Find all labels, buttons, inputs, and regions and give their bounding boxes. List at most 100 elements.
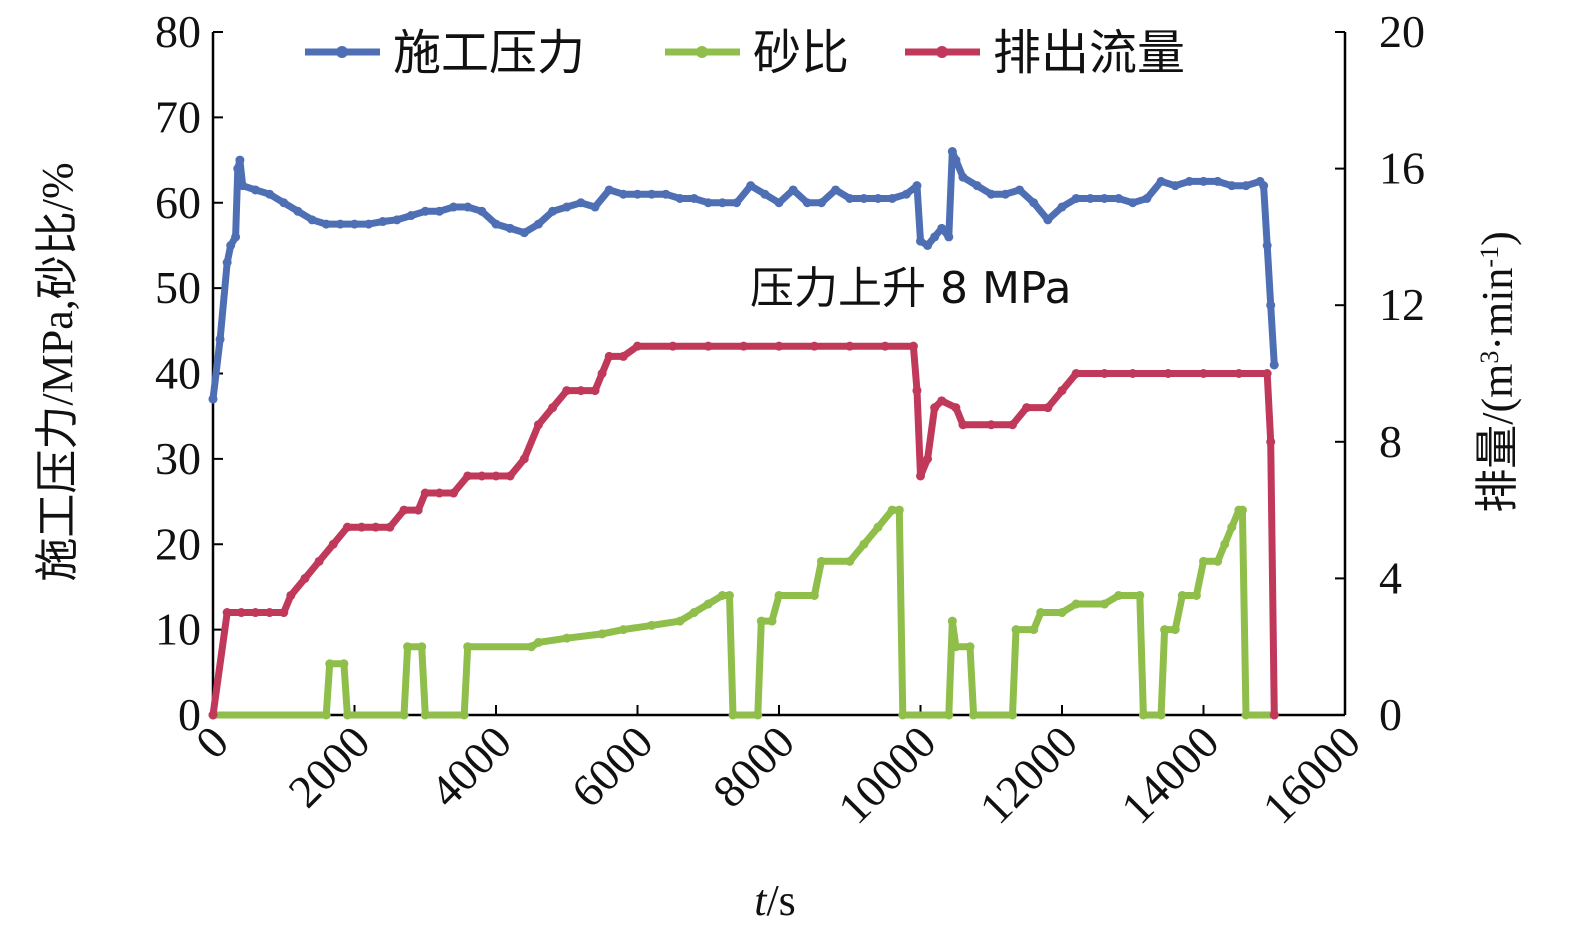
- y-left-tick-label: 60: [155, 177, 201, 228]
- data-point: [1114, 590, 1124, 600]
- data-point: [342, 710, 352, 720]
- data-point: [385, 522, 395, 532]
- data-point: [350, 219, 359, 229]
- x-tick-label: 0: [186, 716, 238, 768]
- legend-swatch-marker: [696, 46, 708, 58]
- data-point: [739, 341, 749, 351]
- data-point: [1029, 198, 1039, 208]
- data-point: [1007, 420, 1017, 430]
- data-point: [1266, 300, 1276, 310]
- data-point: [1170, 625, 1180, 635]
- data-point: [1241, 710, 1251, 720]
- data-point: [339, 659, 349, 669]
- data-point: [533, 420, 543, 430]
- data-point: [887, 193, 897, 203]
- data-point: [930, 232, 940, 242]
- data-point: [357, 522, 367, 532]
- annotation-text: 压力上升 8 MPa: [750, 263, 1071, 314]
- data-point: [505, 471, 515, 481]
- data-point: [1057, 608, 1067, 618]
- data-point: [916, 471, 925, 481]
- data-point: [533, 219, 543, 229]
- data-point: [1170, 181, 1180, 191]
- data-point: [406, 211, 416, 221]
- data-point: [703, 599, 713, 609]
- data-point: [604, 185, 614, 195]
- data-point: [434, 206, 444, 216]
- data-point: [226, 240, 236, 250]
- y-left-tick-label: 30: [155, 433, 201, 484]
- data-point: [912, 386, 922, 396]
- data-point: [947, 147, 957, 157]
- data-point: [342, 522, 352, 532]
- x-tick-label: 6000: [561, 716, 662, 817]
- x-tick-label: 16000: [1253, 716, 1370, 833]
- data-point: [562, 633, 572, 643]
- y-left-tick-label: 40: [155, 348, 201, 399]
- data-point: [816, 556, 826, 566]
- data-point: [661, 189, 671, 199]
- y-right-title-a: 排量/(m: [1473, 364, 1522, 513]
- data-point: [420, 206, 430, 216]
- data-point: [1099, 369, 1109, 378]
- data-point: [231, 232, 241, 242]
- data-point: [1227, 522, 1237, 532]
- data-point: [1128, 198, 1138, 208]
- legend-label: 施工压力: [393, 25, 585, 81]
- data-point: [951, 403, 961, 413]
- legend-swatch-marker: [336, 46, 348, 58]
- data-point: [1177, 590, 1187, 600]
- data-point: [597, 629, 607, 639]
- data-point: [1000, 189, 1010, 199]
- series-3: [208, 341, 1279, 720]
- data-point: [647, 620, 657, 630]
- data-point: [689, 608, 699, 618]
- data-point: [1029, 625, 1039, 635]
- data-point: [449, 202, 459, 212]
- data-point: [1269, 360, 1279, 370]
- data-point: [788, 185, 798, 195]
- data-point: [1191, 590, 1201, 600]
- series-line: [209, 342, 1278, 716]
- data-point: [774, 590, 784, 600]
- data-point: [1036, 608, 1046, 618]
- data-point: [717, 198, 727, 208]
- data-point: [894, 505, 904, 515]
- data-point: [1262, 240, 1272, 250]
- data-point: [1269, 710, 1279, 720]
- y-right-title-b: ·min: [1473, 268, 1522, 351]
- data-point: [233, 164, 243, 174]
- data-point: [1057, 202, 1067, 212]
- data-point: [328, 539, 338, 549]
- data-point: [519, 228, 529, 238]
- x-axis-title-italic: t: [754, 876, 768, 925]
- data-point: [969, 710, 979, 720]
- y-right-tick-label: 16: [1379, 143, 1425, 194]
- data-point: [604, 351, 614, 361]
- data-point: [1114, 193, 1124, 203]
- data-point: [923, 454, 933, 464]
- data-point: [887, 505, 897, 515]
- data-point: [618, 351, 628, 361]
- data-point: [947, 616, 957, 626]
- data-point: [491, 471, 501, 481]
- series-line: [209, 148, 1278, 400]
- legend-label: 排出流量: [993, 25, 1185, 81]
- legend-label: 砂比: [753, 25, 849, 81]
- data-point: [208, 394, 218, 404]
- data-point: [732, 198, 742, 208]
- data-point: [937, 396, 947, 406]
- data-point: [491, 219, 501, 229]
- data-point: [548, 206, 558, 216]
- data-point: [703, 198, 713, 208]
- data-point: [434, 488, 444, 498]
- data-point: [1160, 625, 1170, 635]
- data-point: [944, 710, 954, 720]
- data-point: [916, 236, 925, 246]
- data-point: [951, 642, 961, 652]
- data-point: [898, 710, 908, 720]
- data-point: [930, 403, 940, 413]
- data-point: [647, 189, 657, 199]
- data-point: [371, 522, 381, 532]
- data-point: [477, 206, 487, 216]
